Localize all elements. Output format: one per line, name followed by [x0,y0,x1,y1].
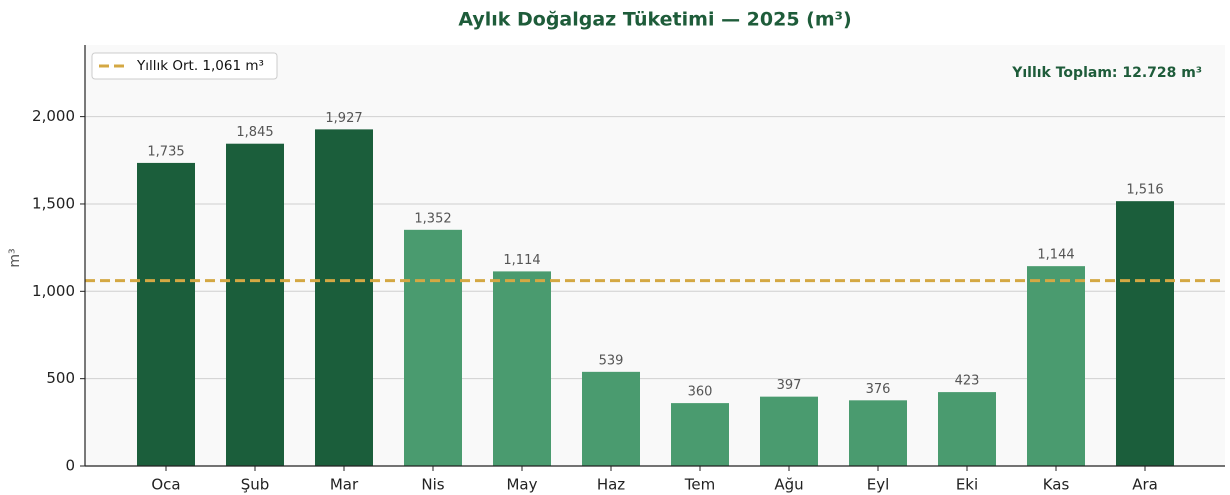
y-tick-label: 500 [46,369,75,387]
annotation: Yıllık Toplam: 12.728 m³ [1011,65,1202,81]
value-label: 423 [955,374,980,389]
bar [582,371,640,466]
bar [849,400,907,466]
legend-label: Yıllık Ort. 1,061 m³ [136,58,264,74]
value-label: 376 [866,382,891,397]
x-tick-label: May [506,476,537,494]
x-tick-label: Ara [1132,476,1158,494]
y-axis-label: m³ [7,248,23,267]
value-label: 360 [688,385,713,400]
bar [1027,266,1085,466]
x-tick-label: Nis [421,476,444,494]
bar [137,162,195,467]
value-label: 1,927 [325,111,362,126]
value-label: 1,144 [1037,248,1074,263]
x-tick-label: Eyl [867,476,890,494]
value-label: 1,516 [1126,183,1163,198]
y-tick-label: 2,000 [32,107,75,125]
bar [404,229,462,466]
bar [760,396,818,466]
value-label: 539 [599,353,624,368]
bar [938,392,996,466]
legend-box [91,52,278,80]
x-tick-label: Kas [1043,476,1070,494]
bar [226,143,284,467]
x-tick-label: Oca [151,476,180,494]
value-label: 397 [777,378,802,393]
chart-title: Aylık Doğalgaz Tüketimi — 2025 (m³) [458,9,851,31]
x-tick-label: Haz [597,476,625,494]
bar [315,129,373,466]
bar [493,271,551,466]
x-tick-label: Ağu [774,476,803,494]
value-label: 1,845 [236,125,273,140]
bar [1116,201,1174,466]
x-tick-label: Şub [241,476,270,494]
value-label: 1,114 [503,253,540,268]
x-tick-label: Tem [684,476,715,494]
value-label: 1,735 [147,144,184,159]
y-tick-label: 0 [65,457,75,475]
x-tick-label: Eki [956,476,978,494]
y-tick-label: 1,000 [32,282,75,300]
x-tick-label: Mar [330,476,359,494]
bar [671,403,729,466]
value-label: 1,352 [414,211,451,226]
y-tick-label: 1,500 [32,194,75,212]
